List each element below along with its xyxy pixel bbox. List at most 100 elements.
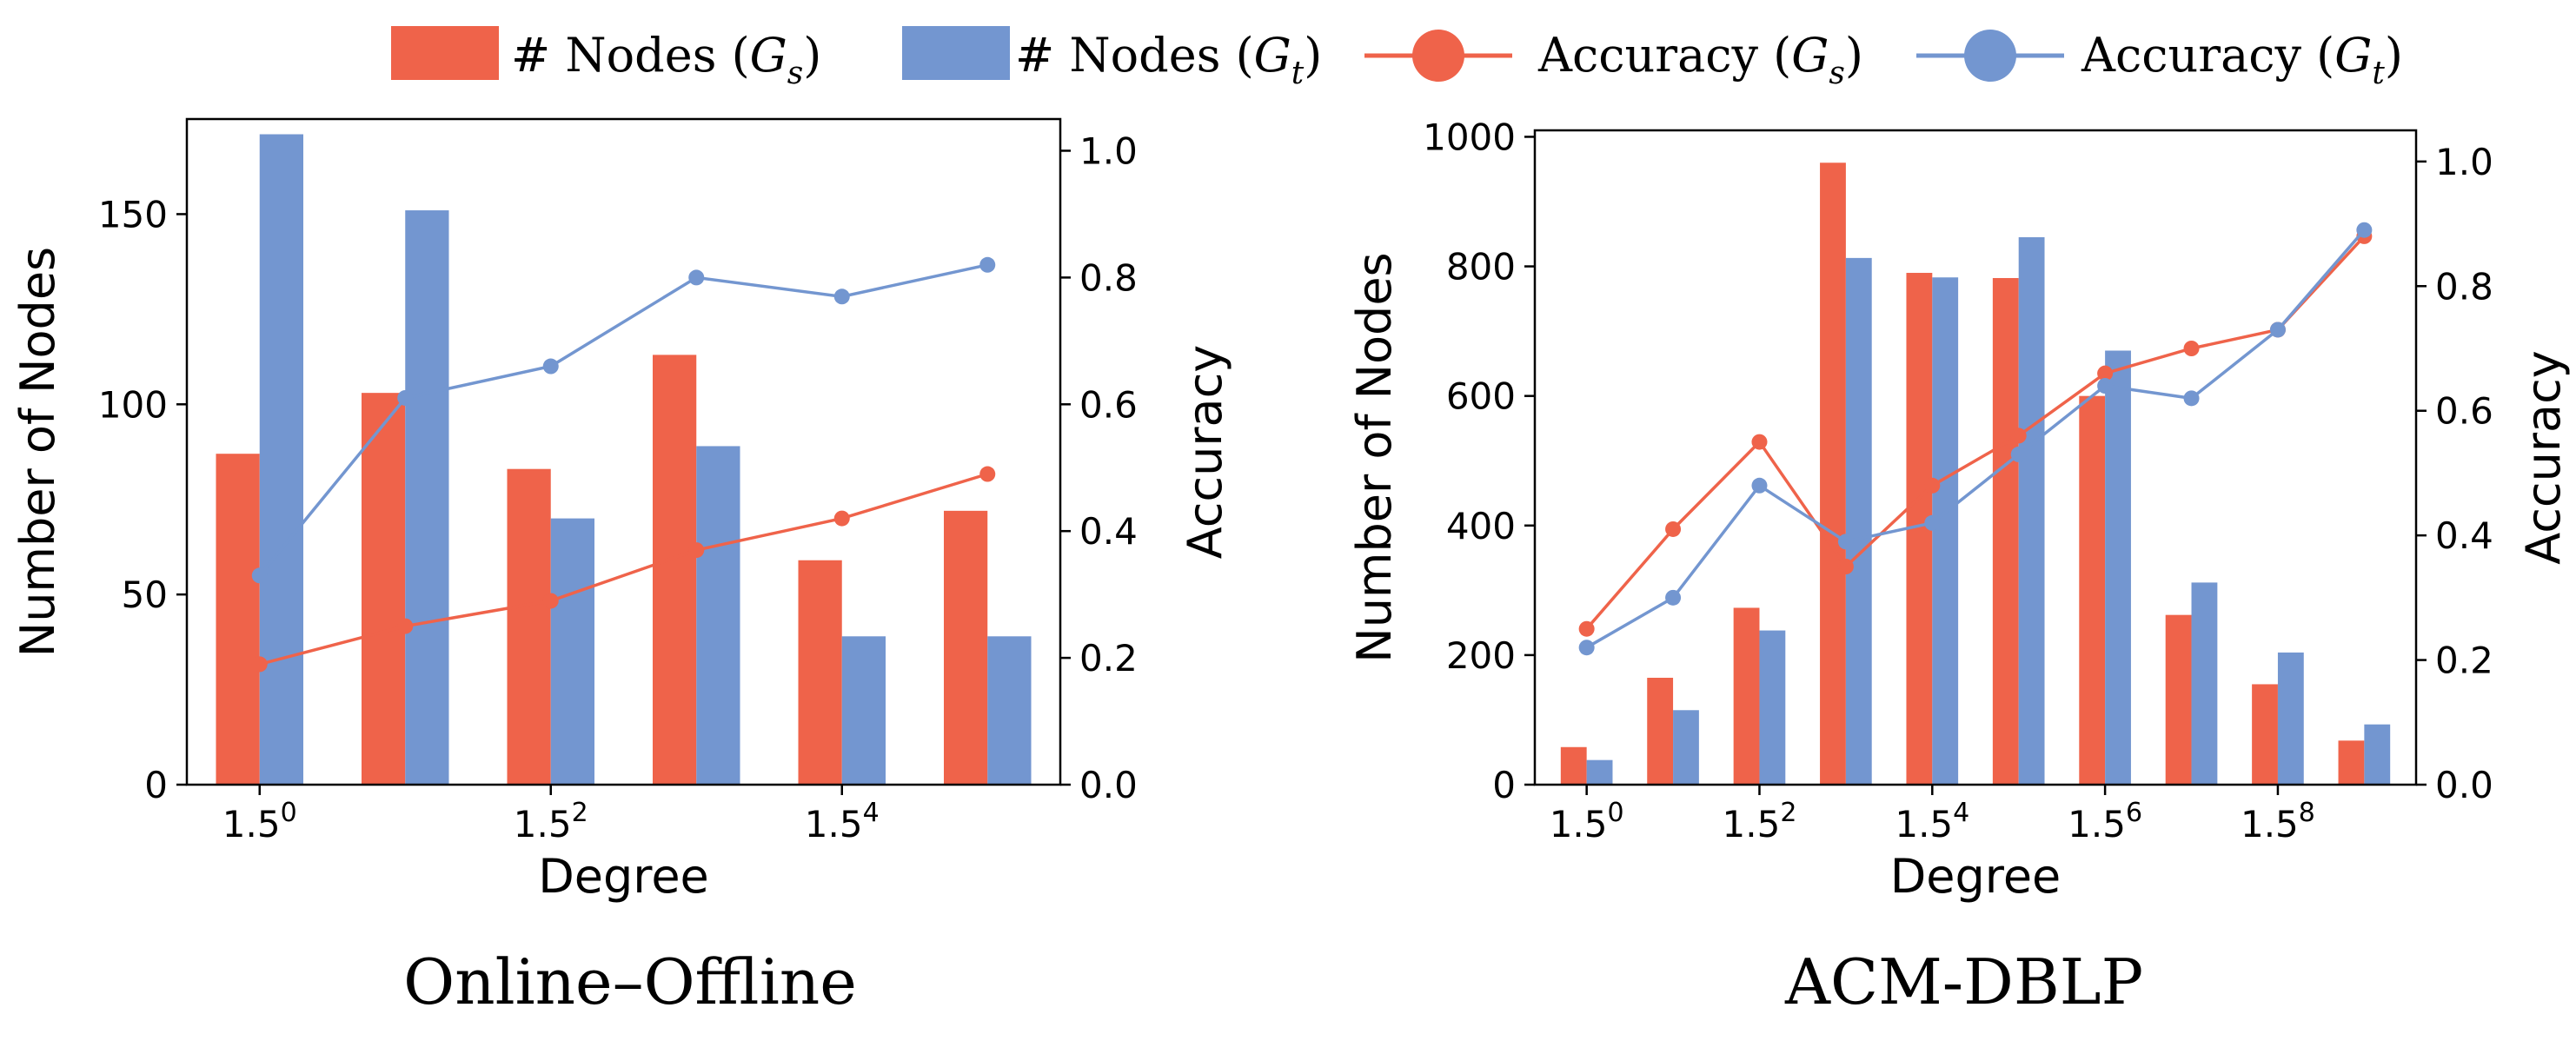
accuracy-point-source-0 <box>251 656 268 673</box>
y-tick-label-1: 50 <box>122 574 168 616</box>
accuracy-point-source-4 <box>833 510 850 527</box>
accuracy-point-target-5 <box>979 256 996 273</box>
bar-source-4 <box>798 560 842 785</box>
x-tick-label-4: 1.58 <box>2241 798 2315 845</box>
accuracy-point-target-4 <box>1924 514 1941 531</box>
chart-title: Online–Offline <box>403 945 857 1018</box>
x-tick-exponent: 0 <box>281 798 297 828</box>
x-tick-base: 1.5 <box>805 803 863 845</box>
accuracy-point-source-7 <box>2183 341 2200 356</box>
accuracy-point-target-7 <box>2183 390 2200 407</box>
bar-source-8 <box>2252 684 2278 785</box>
y-tick-label-3: 150 <box>98 193 168 235</box>
y-tick-label-5: 1000 <box>1423 116 1516 158</box>
bar-target-6 <box>2105 350 2131 785</box>
legend-label-var: G <box>1791 28 1829 83</box>
legend-label-text: # Nodes ( <box>1015 28 1254 83</box>
legend-label-text: Accuracy ( <box>1537 28 1791 83</box>
accuracy-line-target <box>1585 229 2366 649</box>
bar-source-2 <box>507 468 551 785</box>
accuracy-point-target-0 <box>1578 640 1595 656</box>
accuracy-point-target-5 <box>2010 446 2027 462</box>
bar-source-6 <box>2079 395 2106 785</box>
accuracy-point-source-3 <box>1837 559 1854 574</box>
x-tick-exponent: 2 <box>572 798 588 828</box>
bar-target-4 <box>841 636 886 785</box>
x-tick-base: 1.5 <box>2241 803 2299 845</box>
legend-swatch-marker-2 <box>1412 30 1464 82</box>
bar-target-1 <box>405 210 449 786</box>
bar-target-4 <box>1932 277 1959 785</box>
legend-label-var: G <box>1254 28 1291 83</box>
bar-target-0 <box>259 134 303 786</box>
x-tick-exponent: 8 <box>2299 798 2315 828</box>
accuracy-point-source-5 <box>979 466 996 482</box>
x-tick-label-2: 1.54 <box>805 798 880 845</box>
bar-target-3 <box>1845 257 1872 785</box>
bar-source-1 <box>1647 677 1674 785</box>
x-tick-exponent: 6 <box>2126 798 2142 828</box>
legend-label-suffix: ) <box>2385 28 2403 83</box>
bar-target-2 <box>550 518 594 785</box>
y2-tick-label-1: 0.2 <box>1079 637 1138 680</box>
legend-label-text: # Nodes ( <box>511 28 750 83</box>
accuracy-point-target-4 <box>833 288 850 305</box>
x-tick-exponent: 2 <box>1780 798 1796 828</box>
accuracy-point-target-1 <box>397 389 414 406</box>
accuracy-point-target-2 <box>1751 477 1768 494</box>
y2-tick-label-5: 1.0 <box>2435 141 2493 183</box>
legend-label-sub: s <box>787 56 803 91</box>
legend-label-var: G <box>2334 28 2372 83</box>
legend-swatch-marker-3 <box>1964 30 2016 82</box>
bar-source-3 <box>1820 162 1846 785</box>
legend-label-suffix: ) <box>1304 28 1322 83</box>
legend-label-text: Accuracy ( <box>2081 28 2334 83</box>
y-tick-label-0: 0 <box>144 764 168 806</box>
x-tick-exponent: 4 <box>863 798 880 828</box>
accuracy-point-target-2 <box>542 358 559 375</box>
legend-label-3: Accuracy (Gt) <box>2081 28 2403 91</box>
y2-tick-label-2: 0.4 <box>1079 510 1138 553</box>
bar-target-7 <box>2191 582 2218 785</box>
y2-tick-label-0: 0.0 <box>2435 764 2493 806</box>
bar-source-5 <box>1992 277 2019 786</box>
y-tick-label-0: 0 <box>1492 764 1516 806</box>
x-tick-base: 1.5 <box>2068 803 2126 845</box>
plot-frame <box>1533 129 2418 786</box>
accuracy-point-target-8 <box>2269 322 2286 338</box>
y-tick-label-2: 100 <box>98 383 168 426</box>
legend-label-1: # Nodes (Gt) <box>1015 28 1322 91</box>
bar-source-1 <box>362 393 406 785</box>
y2-tick-label-4: 0.8 <box>2435 265 2493 308</box>
bar-source-3 <box>653 355 697 785</box>
x-tick-label-1: 1.52 <box>1723 798 1797 845</box>
x-tick-base: 1.5 <box>1550 803 1608 845</box>
accuracy-point-source-3 <box>688 542 705 559</box>
bar-target-5 <box>987 636 1032 785</box>
legend-label-sub: s <box>1829 56 1844 91</box>
accuracy-line-target <box>258 263 988 577</box>
bar-target-2 <box>1759 630 1786 785</box>
x-axis-label: Degree <box>538 849 709 904</box>
legend-label-suffix: ) <box>803 28 821 83</box>
accuracy-point-target-9 <box>2356 222 2373 238</box>
y-tick-label-4: 800 <box>1446 246 1516 288</box>
x-tick-label-1: 1.52 <box>514 798 588 845</box>
y2-axis-label: Accuracy <box>2516 350 2571 565</box>
bar-target-3 <box>696 446 740 785</box>
accuracy-line-source <box>259 472 988 666</box>
accuracy-point-target-0 <box>251 567 268 584</box>
accuracy-point-source-2 <box>1751 434 1768 450</box>
x-tick-base: 1.5 <box>1723 803 1781 845</box>
accuracy-point-source-4 <box>1924 477 1941 494</box>
accuracy-point-target-3 <box>688 269 705 286</box>
y-tick-label-1: 200 <box>1446 634 1516 677</box>
legend-swatch-bar-1 <box>902 26 1010 80</box>
x-tick-exponent: 4 <box>1953 798 1969 828</box>
bar-source-2 <box>1733 607 1760 785</box>
y2-axis-label: Accuracy <box>1178 345 1232 560</box>
legend-label-sub: t <box>2372 56 2385 91</box>
